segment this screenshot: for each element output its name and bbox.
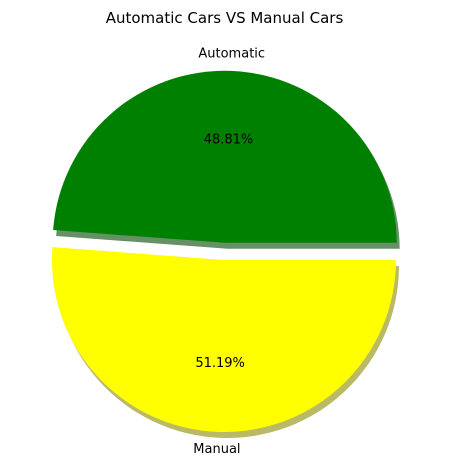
pie-slice-label-automatic: Automatic <box>198 47 265 62</box>
pie-labels: 48.81% Automatic 51.19% Manual <box>193 47 265 457</box>
pie-slices <box>52 70 397 432</box>
pie-pct-label-manual: 51.19% <box>195 356 245 371</box>
pie-slice-automatic <box>53 70 397 243</box>
pie-slice-manual <box>52 247 397 432</box>
pie-slice-label-manual: Manual <box>193 442 240 457</box>
pie-pct-label-automatic: 48.81% <box>204 133 254 148</box>
chart-title: Automatic Cars VS Manual Cars <box>106 9 344 27</box>
